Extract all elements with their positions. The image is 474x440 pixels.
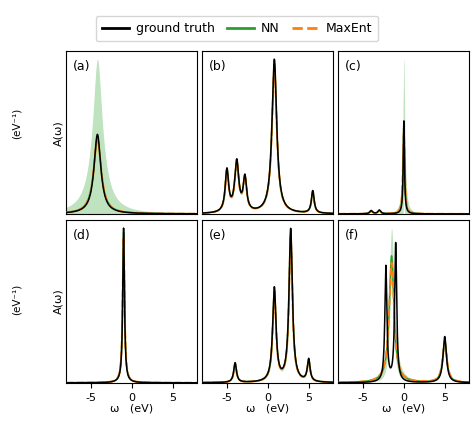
Text: (e): (e) — [209, 228, 227, 242]
Text: (eV⁻¹): (eV⁻¹) — [12, 107, 22, 139]
Text: (a): (a) — [73, 59, 91, 73]
X-axis label: ω   (eV): ω (eV) — [110, 404, 153, 414]
Y-axis label: A(ω): A(ω) — [54, 289, 64, 315]
Text: (f): (f) — [345, 228, 359, 242]
Text: (d): (d) — [73, 228, 91, 242]
Text: (b): (b) — [209, 59, 227, 73]
Legend: ground truth, NN, MaxEnt: ground truth, NN, MaxEnt — [96, 16, 378, 41]
Text: (c): (c) — [345, 59, 362, 73]
X-axis label: ω   (eV): ω (eV) — [246, 404, 289, 414]
X-axis label: ω   (eV): ω (eV) — [383, 404, 426, 414]
Y-axis label: A(ω): A(ω) — [54, 120, 64, 146]
Text: (eV⁻¹): (eV⁻¹) — [12, 283, 22, 315]
